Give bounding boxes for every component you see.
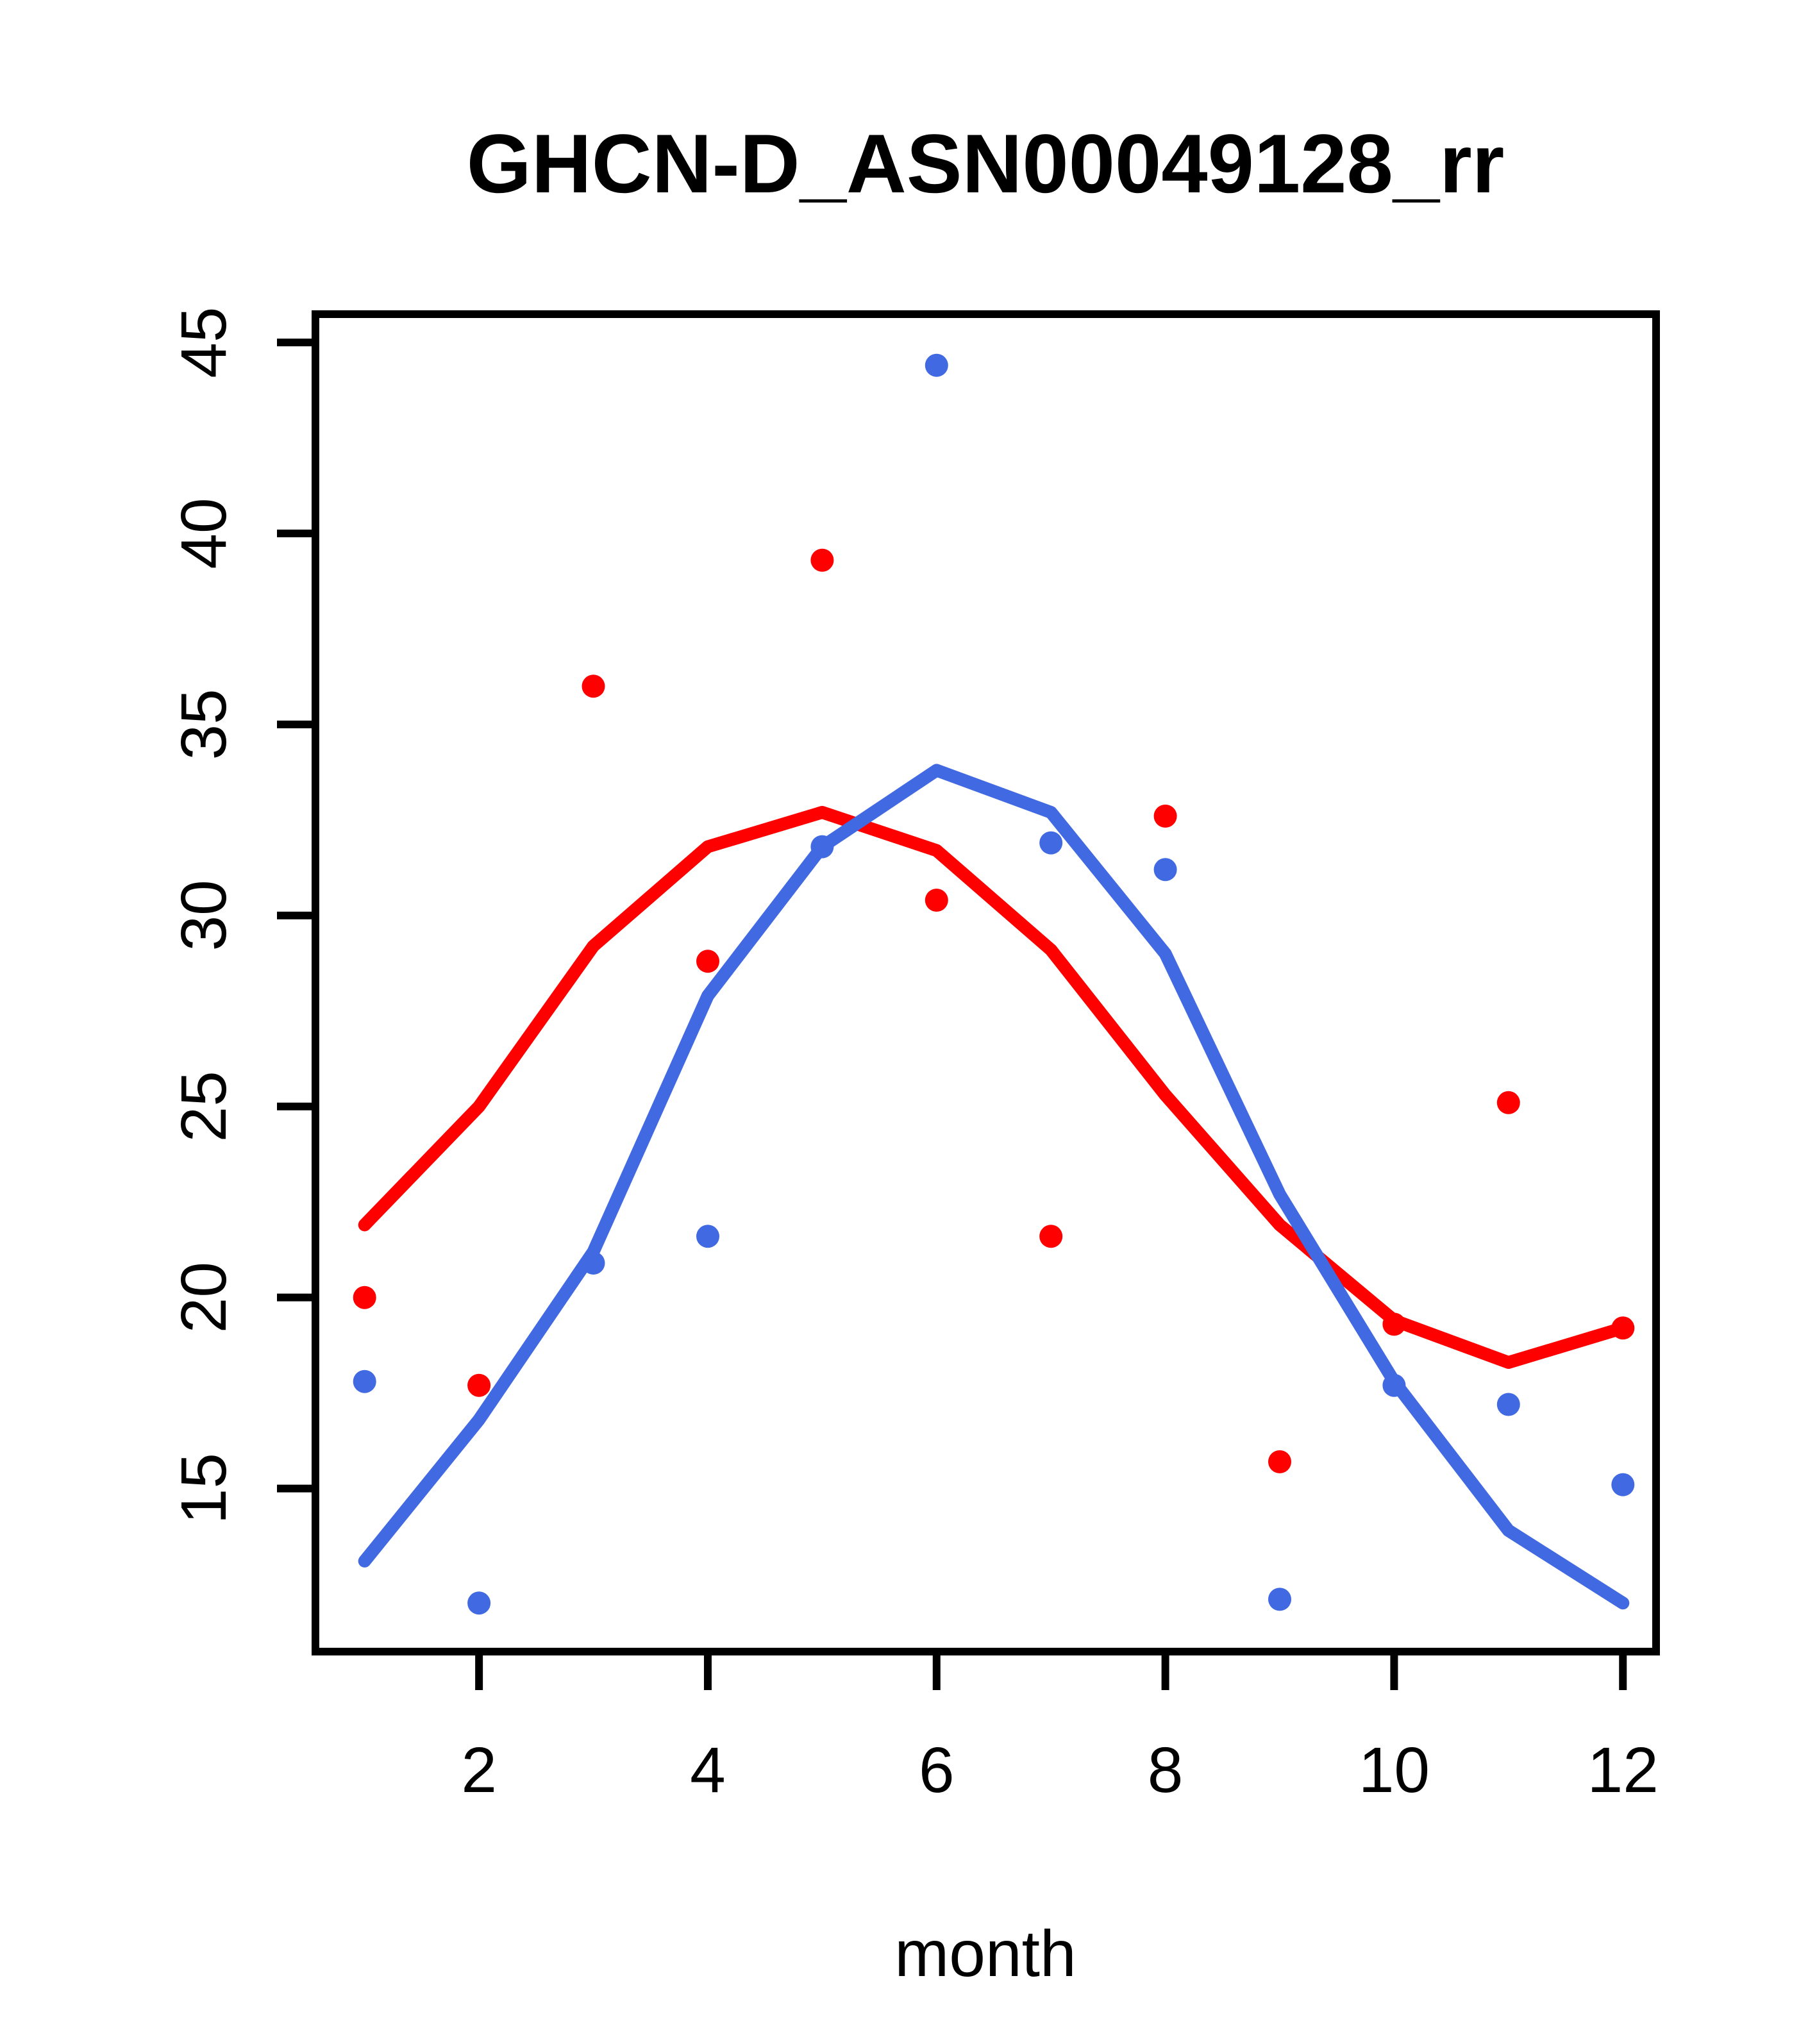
y-tick-label: 30 [168, 880, 240, 951]
x-axis-label: month [894, 1917, 1076, 1990]
blue-point [696, 1225, 719, 1248]
red-point [467, 1373, 491, 1397]
x-tick-label: 10 [1359, 1734, 1430, 1806]
red-point [1039, 1225, 1063, 1248]
plot-border-box [312, 310, 1660, 1655]
red-point [925, 889, 948, 912]
blue-point [353, 1370, 376, 1393]
red-point [582, 674, 605, 698]
blue-point [582, 1252, 605, 1275]
x-tick-label: 8 [1148, 1734, 1184, 1806]
blue-point [1039, 831, 1063, 855]
red-line [358, 806, 1630, 1369]
data-series [353, 353, 1635, 1615]
y-tick-label: 20 [168, 1262, 240, 1333]
red-point [810, 548, 834, 572]
blue-point [1382, 1373, 1406, 1397]
chart-title: GHCN-D_ASN00049128_rr [467, 117, 1505, 210]
x-axis-ticks: 2 4 6 8 10 12 [461, 1652, 1659, 1806]
y-axis-ticks: 15 20 25 30 35 40 45 [168, 306, 315, 1524]
red-point [353, 1286, 376, 1309]
blue-line [358, 764, 1630, 1610]
blue-point [467, 1591, 491, 1615]
red-point [696, 950, 719, 973]
x-tick-label: 12 [1587, 1734, 1659, 1806]
y-tick-label: 45 [168, 306, 240, 378]
blue-point [810, 835, 834, 859]
blue-point [925, 353, 948, 377]
x-tick-label: 2 [461, 1734, 497, 1806]
y-tick-label: 15 [168, 1453, 240, 1524]
y-tick-label: 25 [168, 1071, 240, 1142]
blue-point [1611, 1473, 1635, 1496]
blue-point [1496, 1393, 1520, 1416]
x-tick-label: 6 [919, 1734, 955, 1806]
y-tick-label: 35 [168, 689, 240, 760]
red-point [1153, 804, 1177, 828]
blue-point [1153, 858, 1177, 882]
red-point [1268, 1450, 1291, 1473]
red-point [1382, 1312, 1406, 1336]
y-tick-label: 40 [168, 498, 240, 569]
x-tick-label: 4 [690, 1734, 726, 1806]
red-point [1611, 1316, 1635, 1340]
blue-point [1268, 1587, 1291, 1611]
red-point [1496, 1091, 1520, 1114]
